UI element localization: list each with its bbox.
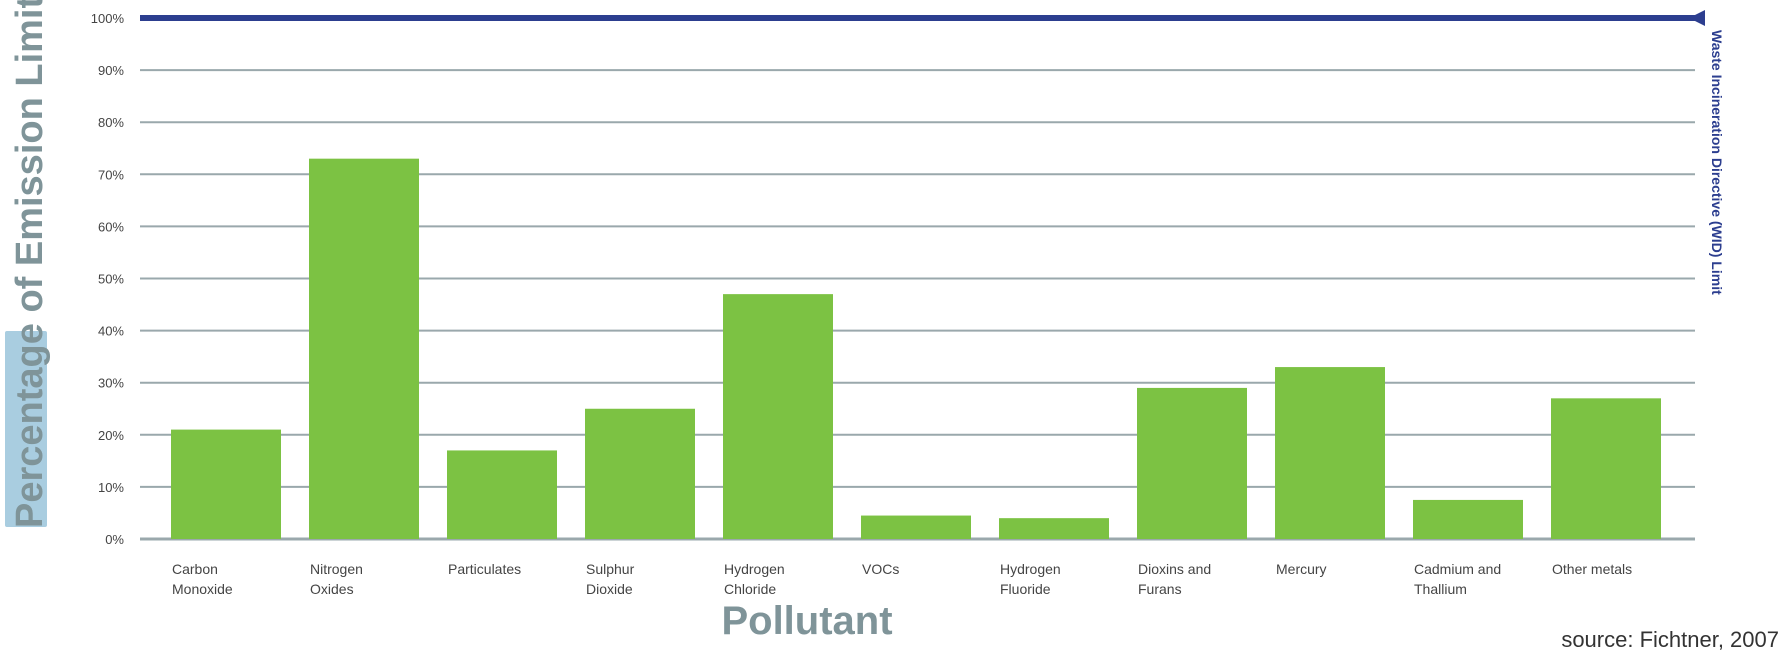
x-tick-label: Mercury [1276,561,1327,577]
x-tick-label: Particulates [448,561,521,577]
x-tick-label: Hydrogen [724,561,785,577]
x-tick-label: Sulphur [586,561,635,577]
y-tick-label: 80% [98,115,124,130]
x-tick-label: Fluoride [1000,581,1051,597]
x-tick-label: Furans [1138,581,1182,597]
bar [1551,398,1661,539]
bar [1413,499,1523,539]
bar [723,294,833,539]
bars [171,158,1661,540]
bar [309,158,419,540]
y-tick-label: 30% [98,376,124,391]
wid-limit-label: Waste Incineration Directive (WID) Limit [1709,30,1725,295]
y-axis-title-highlight [5,331,47,527]
y-tick-label: 50% [98,272,124,287]
x-tick-label: Monoxide [172,581,233,597]
y-axis-title: Percentage of Emission Limit [9,0,51,528]
y-tick-label: 40% [98,324,124,339]
x-tick-label: VOCs [862,561,899,577]
y-tick-labels: 0% 10% 20% 30% 40% 50% 60% 70% 80% 90% 100% [91,11,125,547]
bar [861,515,971,539]
x-tick-label: Chloride [724,581,776,597]
bar [1275,367,1385,539]
bar [171,429,281,539]
x-axis-title: Pollutant [721,599,892,643]
y-tick-label: 60% [98,219,124,234]
bar [447,450,557,539]
wid-limit-marker-icon [1689,10,1705,26]
bar [585,408,695,539]
source-note: source: Fichtner, 2007 [1561,627,1779,652]
x-tick-label: Dioxide [586,581,633,597]
y-tick-label: 20% [98,428,124,443]
y-tick-label: 10% [98,480,124,495]
y-tick-label: 70% [98,167,124,182]
x-tick-labels: Carbon Monoxide Nitrogen Oxides Particulates… [172,561,1632,597]
x-tick-label: Oxides [310,581,354,597]
bar [999,518,1109,539]
x-tick-label: Thallium [1414,581,1467,597]
y-tick-label: 90% [98,63,124,78]
x-tick-label: Other metals [1552,561,1632,577]
x-tick-label: Dioxins and [1138,561,1211,577]
x-tick-label: Hydrogen [1000,561,1061,577]
x-tick-label: Carbon [172,561,218,577]
x-tick-label: Cadmium and [1414,561,1501,577]
reference-line-group: Waste Incineration Directive (WID) Limit [140,10,1725,295]
x-tick-label: Nitrogen [310,561,363,577]
y-tick-label: 100% [91,11,125,26]
y-tick-label: 0% [105,532,124,547]
bar [1137,387,1247,539]
